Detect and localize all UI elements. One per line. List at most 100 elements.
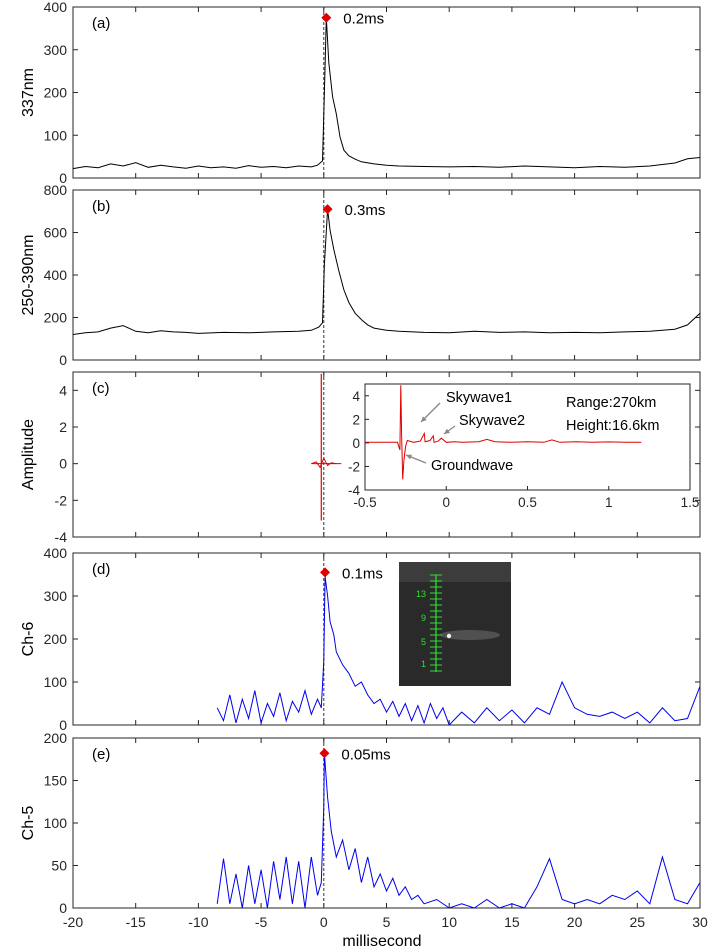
- y-axis-label: Amplitude: [20, 419, 37, 490]
- panel-a: 0 100 200 300 400 337nm (a) 0.2ms: [20, 0, 701, 186]
- y-tick-label: 0: [59, 170, 67, 186]
- inset-y-tick-label: 0: [352, 436, 360, 451]
- x-tick-label: 20: [567, 914, 583, 930]
- y-axis-label: Ch-5: [20, 806, 37, 841]
- inset-y-tick-label: 4: [352, 389, 360, 404]
- camera-scale-label: 1: [421, 659, 426, 669]
- y-tick-label: 400: [44, 0, 68, 15]
- y-tick-label: 4: [59, 382, 67, 398]
- peak-marker: [321, 12, 332, 23]
- y-tick-label: 0: [59, 352, 67, 368]
- y-tick-label: 400: [44, 545, 68, 561]
- series-line: [72, 209, 701, 335]
- peak-label: 0.05ms: [341, 746, 390, 763]
- annotation-skywave2: Skywave2: [459, 413, 525, 429]
- y-tick-label: 100: [44, 674, 68, 690]
- y-tick-label: 150: [44, 773, 68, 789]
- series-line: [311, 457, 337, 469]
- x-tick-label: 30: [692, 914, 708, 930]
- annotation-skywave1: Skywave1: [446, 390, 512, 406]
- panel-frame: [72, 6, 701, 179]
- inset-series-line: [365, 385, 642, 480]
- y-tick-label: 300: [44, 42, 68, 58]
- y-tick-label: 100: [44, 127, 68, 143]
- skywave1-arrow-head: [421, 416, 427, 422]
- inset-x-tick-label: -0.5: [353, 495, 376, 510]
- y-tick-label: -2: [55, 492, 68, 508]
- x-tick-label: -10: [188, 914, 208, 930]
- series-line: [216, 576, 701, 726]
- panel-tag: (e): [92, 746, 110, 763]
- inset-y-tick-label: -2: [348, 459, 360, 474]
- inset-camera-image: 13 9 5 1: [399, 562, 511, 686]
- y-tick-label: 200: [44, 310, 68, 326]
- x-tick-label: 0: [320, 914, 328, 930]
- camera-scale-label: 13: [416, 589, 426, 599]
- peak-label: 0.2ms: [343, 11, 384, 28]
- annotation-range: Range:270km: [566, 395, 656, 411]
- inset-y-tick-label: 2: [352, 412, 360, 427]
- y-tick-label: 200: [44, 730, 68, 746]
- peak-label: 0.1ms: [342, 565, 383, 582]
- panel-frame: [72, 737, 701, 909]
- x-tick-label: -20: [63, 914, 83, 930]
- peak-label: 0.3ms: [345, 202, 386, 219]
- camera-glow: [399, 562, 511, 582]
- panel-tag: (c): [92, 380, 110, 397]
- inset-frame: [364, 383, 691, 491]
- x-tick-label: 10: [441, 914, 457, 930]
- y-axis-label: 337nm: [20, 68, 37, 117]
- panel-e: 0 50 100 150 200 -20 -15 -10 -5 0 5 10 15 20 25 30 Ch-5 (…: [20, 730, 708, 930]
- y-axis-label: 250-390nm: [20, 235, 37, 316]
- peak-marker: [320, 567, 331, 578]
- y-tick-label: 200: [44, 631, 68, 647]
- panel-tag: (b): [92, 198, 110, 215]
- camera-scale-label: 9: [421, 613, 426, 623]
- y-tick-label: 0: [59, 717, 67, 733]
- series-line: [72, 17, 701, 170]
- y-tick-label: 800: [44, 182, 68, 198]
- inset-x-tick-label: 1: [605, 495, 613, 510]
- y-tick-label: 300: [44, 588, 68, 604]
- y-tick-label: 600: [44, 225, 68, 241]
- y-tick-label: 100: [44, 815, 68, 831]
- peak-marker: [319, 748, 330, 759]
- panel-frame: [72, 552, 701, 726]
- panel-d: 0 100 200 300 400 Ch-6 (d) 0.1ms 13 9 5 1: [20, 545, 701, 733]
- x-tick-label: 25: [630, 914, 646, 930]
- y-tick-label: 50: [51, 858, 67, 874]
- annotation-height: Height:16.6km: [566, 418, 660, 434]
- inset-waveform: -4 -2 0 2 4 -0.5 0 0.5 1 1.5 Skywave1 Skywave2 Range…: [348, 383, 700, 510]
- y-tick-label: 400: [44, 267, 68, 283]
- y-tick-label: 200: [44, 85, 68, 101]
- inset-x-tick-label: 1.5: [681, 495, 700, 510]
- y-tick-label: -4: [55, 529, 68, 545]
- x-tick-label: -15: [126, 914, 146, 930]
- y-tick-label: 2: [59, 419, 67, 435]
- x-tick-label: 5: [383, 914, 391, 930]
- y-axis-label: Ch-6: [20, 622, 37, 657]
- panel-tag: (d): [92, 561, 110, 578]
- x-tick-label: 15: [504, 914, 520, 930]
- annotation-groundwave: Groundwave: [431, 458, 513, 474]
- panel-frame: [72, 189, 701, 361]
- x-axis-label: millisecond: [342, 933, 421, 950]
- y-tick-label: 0: [59, 456, 67, 472]
- peak-marker: [322, 204, 333, 215]
- groundwave-arrow-head: [406, 454, 412, 460]
- x-tick-label: -5: [255, 914, 268, 930]
- camera-streak: [440, 630, 500, 640]
- skywave2-arrow-head: [444, 428, 450, 434]
- panel-tag: (a): [92, 15, 110, 32]
- inset-x-tick-label: 0: [442, 495, 450, 510]
- series-line: [216, 753, 701, 909]
- panel-b: 0 200 400 600 800 250-390nm (b) 0.3ms: [20, 182, 701, 368]
- camera-flash-point: [446, 633, 452, 639]
- inset-y-tick-label: -4: [348, 483, 360, 498]
- camera-image-frame: [399, 562, 511, 686]
- panel-c: -4 -2 0 2 4 Amplitude (c) -4 -2 0 2 4 -0.5 0 0.5 1 1.5 Sk…: [20, 371, 701, 545]
- camera-scale-label: 5: [421, 637, 426, 647]
- inset-x-tick-label: 0.5: [518, 495, 537, 510]
